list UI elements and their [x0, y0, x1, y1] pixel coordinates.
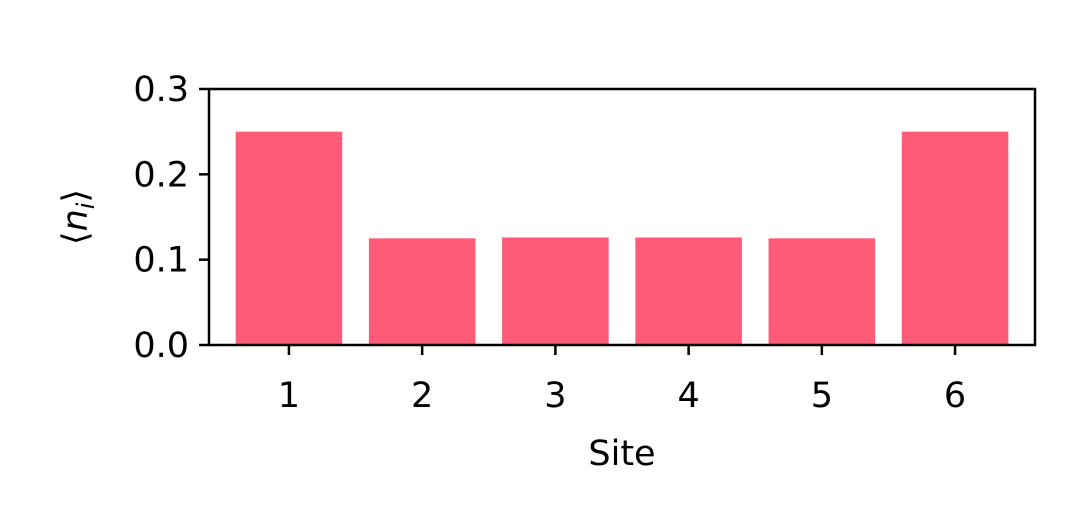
y-tick-label: 0.0 — [133, 326, 189, 366]
y-tick-label: 0.2 — [133, 155, 189, 195]
bar-site-4 — [635, 237, 742, 345]
x-tick-label: 6 — [944, 376, 966, 416]
x-axis-ticks: 1 2 3 4 5 6 — [278, 345, 966, 416]
y-axis-ticks: 0.0 0.1 0.2 0.3 — [133, 70, 209, 366]
x-tick-label: 5 — [811, 376, 833, 416]
y-tick-label: 0.3 — [133, 70, 189, 110]
x-tick-label: 3 — [544, 376, 566, 416]
bar-site-2 — [368, 238, 476, 345]
plot-frame — [207, 87, 1037, 347]
y-tick-label: 0.1 — [133, 241, 189, 281]
bar-site-6 — [901, 131, 1009, 345]
x-tick-label: 4 — [677, 376, 699, 416]
x-tick-label: 2 — [411, 376, 433, 416]
bar-site-3 — [502, 237, 609, 345]
x-tick-label: 1 — [278, 376, 300, 416]
y-axis-title: ⟨ni⟩ — [56, 189, 100, 245]
bars-layer — [235, 131, 1009, 345]
bar-site-5 — [768, 238, 876, 345]
x-axis-title: Site — [588, 434, 655, 474]
bar-site-1 — [235, 131, 343, 345]
